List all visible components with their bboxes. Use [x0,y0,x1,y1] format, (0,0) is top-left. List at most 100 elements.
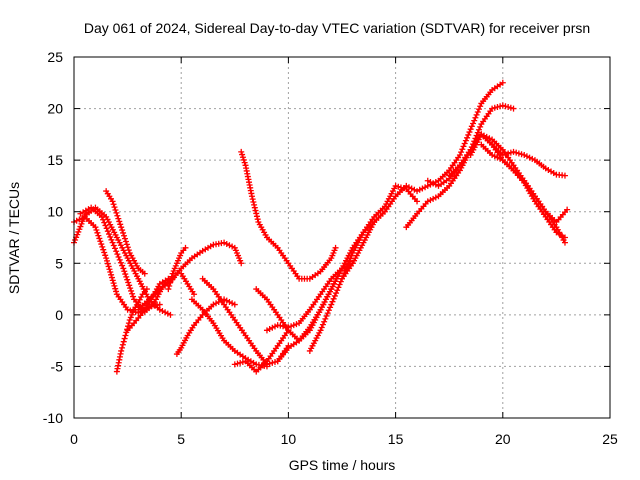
data-point-marker [122,271,129,278]
data-point-marker [486,135,493,142]
data-point-marker [79,215,86,222]
series-track-14 [238,148,339,282]
series-track-24 [478,141,568,241]
data-point-marker [111,245,118,252]
series-line [448,133,566,244]
data-point-marker [74,231,81,238]
data-point-marker [121,235,128,242]
data-point-marker [502,103,509,110]
data-point-marker [414,188,421,195]
plot-frame [73,56,611,419]
data-point-marker [475,126,482,133]
data-point-marker [347,255,354,262]
data-point-marker [101,249,108,256]
axis-ticks [73,56,611,419]
data-point-marker [523,153,530,160]
data-point-marker [121,232,128,239]
data-point-marker [103,225,110,232]
data-point-marker [430,195,437,202]
data-point-marker [561,239,568,246]
data-point-marker [98,241,105,248]
data-point-marker [263,327,270,334]
y-tick-label: 20 [47,101,63,117]
data-point-marker [229,300,236,307]
data-point-marker [249,196,256,203]
data-point-marker [248,193,255,200]
data-point-marker [330,295,337,302]
y-tick-label: 25 [47,49,63,65]
data-point-marker [272,359,278,366]
data-point-marker [94,229,101,236]
data-point-marker [226,242,233,249]
data-point-marker [167,279,174,286]
data-point-marker [318,324,325,331]
data-series-layer [71,79,571,375]
data-point-marker [494,154,501,161]
data-point-marker [427,179,434,186]
series-track-20 [403,102,517,231]
data-point-marker [491,104,498,111]
data-point-marker [105,263,112,270]
data-point-marker [321,318,328,325]
data-point-marker [239,359,246,366]
x-tick-label: 15 [388,431,404,447]
data-point-marker [108,274,115,281]
data-point-marker [103,255,110,262]
data-point-marker [76,226,83,233]
data-point-marker [77,223,84,230]
data-point-marker [119,344,126,351]
data-point-marker [240,156,247,163]
data-point-marker [126,282,133,289]
data-point-marker [564,206,571,213]
data-point-marker [223,240,230,247]
data-point-marker [123,241,130,248]
data-point-marker [427,197,434,204]
series-track-3 [77,204,176,315]
series-track-16 [274,219,378,365]
data-point-marker [110,201,117,208]
data-point-marker [346,258,353,265]
data-point-marker [99,243,106,250]
data-point-marker [120,338,127,345]
data-point-marker [78,220,85,227]
series-track-18 [306,182,421,354]
data-point-marker [231,361,238,368]
data-point-marker [510,105,517,112]
data-point-marker [116,218,123,225]
data-point-marker [317,327,324,334]
data-point-marker [167,311,174,318]
data-point-marker [116,256,123,263]
data-point-marker [329,298,336,305]
y-tick-labels: -10 -5 0 5 10 15 20 25 [43,49,63,426]
data-point-marker [466,129,473,136]
data-point-marker [124,276,131,283]
data-point-marker [422,184,429,191]
data-point-marker [115,215,122,222]
data-point-marker [239,154,246,161]
series-line [127,278,169,331]
data-point-marker [143,286,150,293]
data-point-marker [118,224,125,231]
data-point-marker [111,204,118,211]
data-point-marker [123,273,130,280]
data-point-marker [138,293,145,300]
data-point-marker [461,140,468,147]
data-point-marker [122,238,129,245]
data-point-marker [156,306,163,313]
data-point-marker [253,213,260,220]
data-point-marker [475,106,482,113]
series-track-4 [103,188,148,277]
data-point-marker [411,186,418,193]
data-point-marker [117,259,124,266]
data-point-marker [95,232,102,239]
data-point-marker [483,133,490,140]
data-point-marker [127,285,134,292]
data-point-marker [241,159,248,166]
data-point-marker [111,282,118,289]
x-tick-label: 10 [281,431,297,447]
data-point-marker [458,149,465,156]
data-point-marker [403,182,410,189]
y-axis-label: SDTVAR / TECUs [6,182,22,294]
data-point-marker [337,278,344,285]
